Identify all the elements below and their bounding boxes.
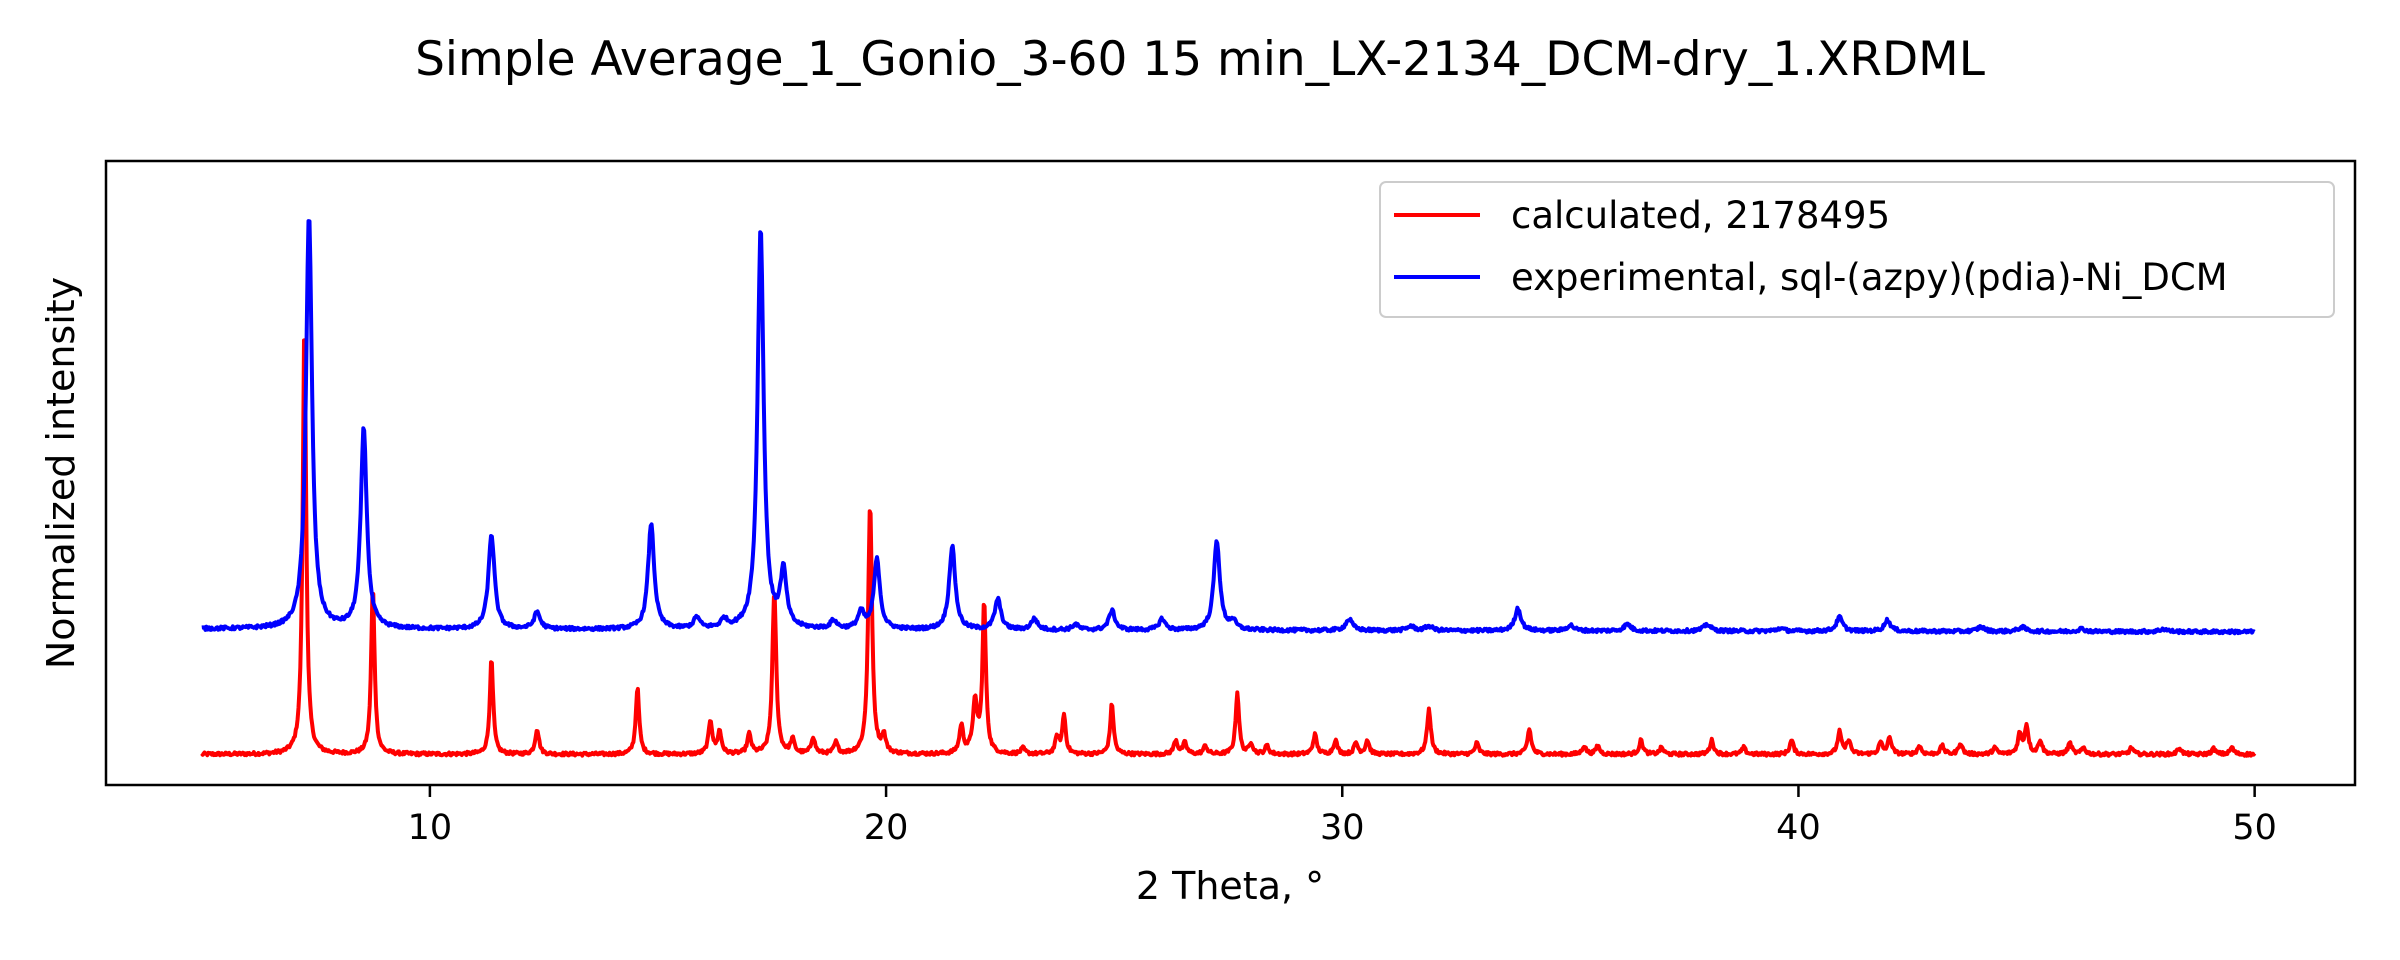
legend-label: experimental, sql-(azpy)(pdia)-Ni_DCM <box>1511 256 2228 299</box>
legend-box <box>1379 181 2335 318</box>
x-axis-label: 2 Theta, ° <box>1136 864 1324 908</box>
axes-frame <box>104 159 2357 787</box>
chart-title: Simple Average_1_Gonio_3-60 15 min_LX-21… <box>415 32 1985 87</box>
x-tick-label: 10 <box>408 808 453 848</box>
plot-area <box>200 219 2257 758</box>
series-line-experimental <box>200 219 2256 636</box>
x-axis: 10 20 30 40 50 <box>408 785 2277 848</box>
x-tick-label: 50 <box>2232 808 2277 848</box>
x-tick-label: 40 <box>1776 808 1821 848</box>
series-line-calculated <box>200 338 2257 758</box>
legend-label: calculated, 2178495 <box>1511 194 1890 237</box>
legend: calculated, 2178495 experimental, sql-(az… <box>1379 181 2335 318</box>
y-axis-label: Normalized intensity <box>39 277 83 669</box>
x-tick-label: 30 <box>1320 808 1365 848</box>
x-tick-label: 20 <box>864 808 909 848</box>
